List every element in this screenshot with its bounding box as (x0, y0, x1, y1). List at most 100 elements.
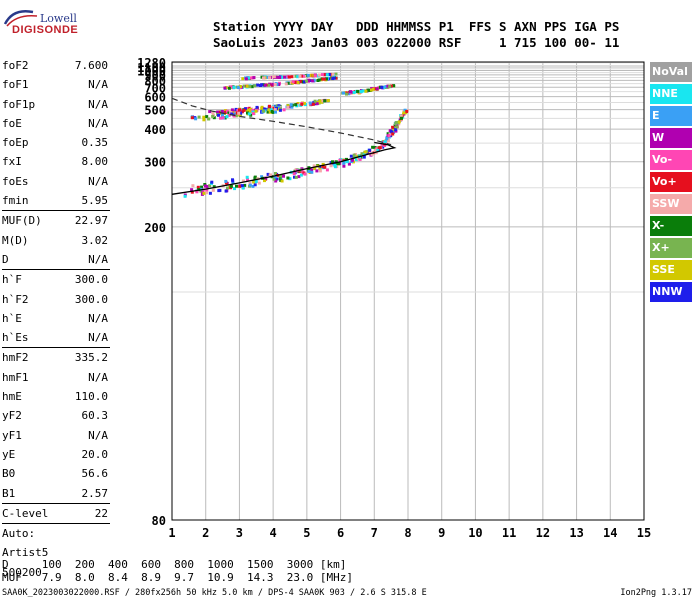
echo-point (351, 158, 354, 162)
param-value: 300.0 (74, 273, 108, 287)
echo-point (310, 168, 314, 172)
x-tick-label: 3 (236, 526, 243, 540)
param-row: 500200 (2, 563, 110, 582)
echo-point (250, 85, 254, 89)
param-value: N/A (88, 252, 108, 266)
echo-point (390, 130, 394, 134)
header-line-1: Station YYYY DAY DDD HHMMSS P1 FFS S AXN… (213, 19, 620, 34)
param-label: hmF1 (2, 370, 29, 384)
param-label: hmE (2, 390, 22, 404)
profile-dashed-line (171, 97, 392, 146)
param-label: h`E (2, 311, 22, 325)
echo-point (266, 75, 270, 79)
param-value: N/A (88, 428, 108, 442)
echo-point (311, 102, 315, 106)
x-tick-label: 2 (202, 526, 209, 540)
echo-point (253, 84, 257, 88)
echo-point (217, 113, 220, 117)
echo-point (384, 85, 388, 89)
param-row: foF2 7.600 (2, 56, 110, 75)
echo-point (253, 176, 257, 180)
echo-point (356, 89, 360, 93)
echo-point (246, 111, 249, 115)
echo-point (238, 85, 242, 88)
param-value: N/A (88, 78, 108, 92)
echo-point (391, 125, 395, 129)
echo-point (210, 180, 214, 184)
echo-point (271, 82, 275, 86)
echo-point (361, 89, 365, 93)
echo-point (272, 177, 276, 181)
echo-point (220, 114, 224, 118)
echo-point (374, 148, 378, 152)
echo-point (260, 83, 264, 87)
echo-point (225, 109, 229, 113)
echo-point (191, 184, 195, 188)
param-label: C-level (2, 506, 49, 520)
x-tick-label: 4 (270, 526, 277, 540)
echo-point (389, 134, 393, 138)
echo-point (205, 188, 209, 192)
echo-point (241, 179, 245, 183)
x-tick-label: 8 (404, 526, 411, 540)
echo-point (386, 84, 390, 88)
param-label: yF1 (2, 428, 22, 442)
x-tick-label: 1 (168, 526, 175, 540)
param-label: yE (2, 447, 16, 461)
param-label: 500200 (2, 565, 42, 579)
file-info-footer: SAA0K_2023003022000.RSF / 280fx256h 50 k… (2, 588, 427, 598)
param-value: 8.00 (81, 155, 109, 169)
echo-point (240, 110, 244, 114)
echo-point (268, 104, 271, 108)
echo-point (318, 169, 322, 173)
echo-point (400, 116, 403, 120)
echo-point (263, 179, 266, 183)
echo-point (262, 76, 266, 80)
echo-point (378, 146, 382, 150)
echo-point (342, 164, 346, 168)
echo-point (293, 80, 297, 84)
legend-item-vo: Vo- (650, 150, 692, 170)
station-header: Station YYYY DAY DDD HHMMSS P1 FFS S AXN… (213, 19, 619, 51)
legend-item-noval: NoVal (650, 62, 692, 82)
param-value: N/A (88, 174, 108, 188)
echo-point (245, 175, 249, 179)
echo-point (342, 161, 346, 165)
y-tick-label: 200 (144, 221, 166, 235)
legend-item-x: X+ (650, 238, 692, 258)
param-value: 20.0 (81, 447, 109, 461)
param-row: fmin 5.95 (2, 191, 110, 210)
echo-point (202, 191, 206, 195)
y-tick-label: 80 (152, 514, 166, 528)
y-tick-label: 900 (144, 69, 166, 83)
echo-point (190, 190, 194, 194)
echo-point (313, 99, 317, 103)
echo-point (294, 175, 298, 179)
echo-point (282, 108, 286, 112)
param-value: 60.3 (81, 409, 109, 423)
y-tick-label: 700 (144, 81, 166, 95)
echo-point (208, 110, 212, 114)
echo-point (235, 184, 238, 188)
echo-point (375, 87, 379, 91)
echo-point (371, 87, 375, 91)
param-label: MUF(D) (2, 214, 42, 228)
echo-point (232, 86, 236, 90)
echo-point (252, 76, 256, 80)
echo-point (391, 132, 395, 136)
echo-point (310, 73, 313, 77)
echo-point (249, 76, 253, 80)
echo-point (349, 154, 353, 158)
y-tick-label: 400 (144, 123, 166, 137)
param-row: foF1 N/A (2, 75, 110, 94)
y-tick-label: 1100 (137, 61, 166, 75)
echo-point (306, 73, 310, 77)
muf-frequency-row: MUF 7.9 8.0 8.4 8.9 9.7 10.9 14.3 23.0 [… (2, 571, 353, 584)
echo-point (242, 84, 246, 88)
echo-point (311, 79, 314, 83)
echo-point (183, 194, 187, 198)
echo-point (246, 108, 250, 112)
echo-point (262, 109, 265, 113)
echo-point (275, 177, 279, 181)
echo-point (266, 110, 270, 114)
